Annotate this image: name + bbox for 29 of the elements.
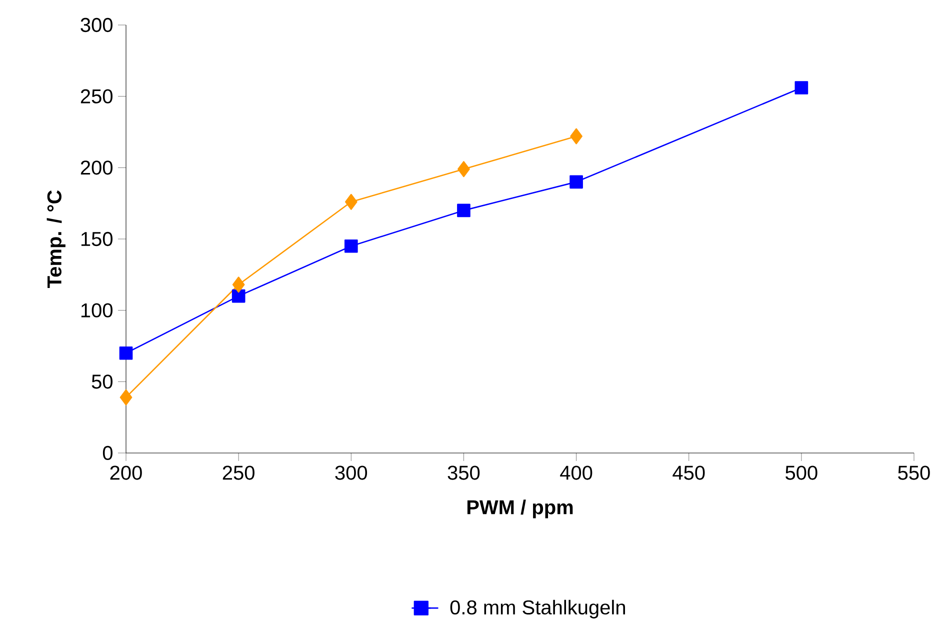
y-tick-label: 50	[92, 374, 112, 389]
point	[232, 289, 246, 303]
x-tick-label: 300	[335, 466, 368, 480]
point	[457, 204, 470, 218]
point	[458, 161, 470, 178]
y-tick-label: 150	[81, 232, 112, 246]
y-tick-label: 250	[80, 89, 112, 104]
point	[344, 194, 358, 210]
y-tick-label: 0	[102, 446, 113, 460]
y-tick-label: 300	[80, 18, 112, 32]
x-tick-label: 350	[448, 466, 480, 480]
point	[119, 346, 133, 360]
x-tick-label: 250	[222, 466, 254, 480]
x-tick-label: 450	[672, 466, 705, 480]
point	[232, 276, 245, 293]
point	[570, 175, 583, 189]
y-axis-title: Temp. / °C	[46, 190, 66, 288]
point	[570, 128, 582, 144]
y-tick-label: 100	[81, 303, 112, 318]
y-tick-label: 200	[80, 160, 112, 175]
point	[794, 81, 808, 94]
x-tick-label: 500	[786, 466, 818, 480]
legend-label: 0.8 mm Stahlkugeln	[450, 600, 625, 618]
x-axis-title: PWM / ppm	[467, 500, 573, 518]
x-tick-label: 200	[110, 466, 142, 480]
point	[344, 239, 358, 253]
x-tick-label: 550	[898, 466, 930, 480]
x-tick-label: 400	[560, 466, 592, 480]
point	[120, 389, 132, 406]
